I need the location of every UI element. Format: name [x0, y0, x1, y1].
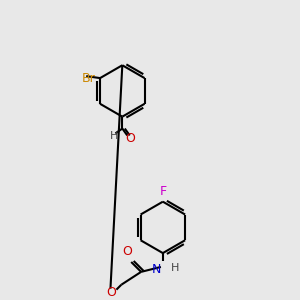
Text: O: O — [122, 245, 132, 258]
Text: O: O — [125, 133, 135, 146]
Text: F: F — [159, 185, 167, 198]
Text: O: O — [106, 286, 116, 299]
Text: H: H — [110, 131, 118, 142]
Text: H: H — [171, 263, 179, 273]
Text: N: N — [152, 263, 161, 276]
Text: Br: Br — [81, 72, 95, 85]
